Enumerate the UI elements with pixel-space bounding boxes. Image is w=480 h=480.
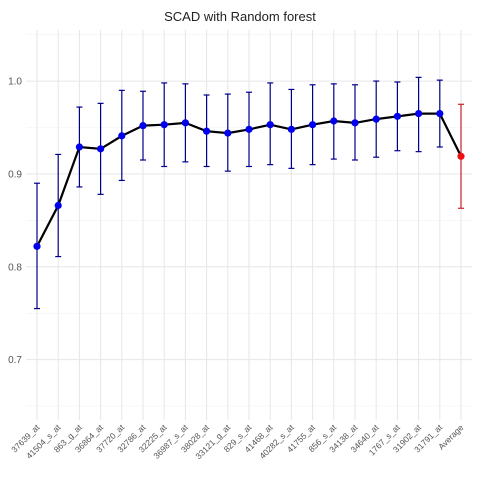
data-point (287, 125, 295, 133)
y-axis-ticks: 0.7 0.8 0.9 1.0 (8, 77, 22, 367)
data-point (54, 201, 62, 210)
y-tick-label: 1.0 (8, 77, 22, 88)
x-axis-ticks: 37639_at41504_s_at863_g_at36864_at37720_… (9, 422, 465, 461)
y-tick-label: 0.9 (8, 169, 22, 180)
data-point (160, 121, 168, 129)
data-point (372, 115, 380, 123)
data-point (33, 242, 41, 250)
data-point (330, 117, 338, 125)
data-point (203, 127, 211, 135)
grid-layer (26, 30, 472, 420)
data-point (309, 121, 317, 129)
chart-title: SCAD with Random forest (164, 9, 316, 24)
data-point (245, 125, 253, 133)
data-point (181, 119, 189, 127)
data-point (97, 145, 105, 153)
average-point (457, 152, 465, 160)
data-point (75, 143, 83, 151)
data-point (118, 132, 126, 140)
data-point (351, 119, 359, 127)
y-tick-label: 0.8 (8, 262, 22, 273)
data-point (139, 122, 147, 130)
data-point (415, 109, 423, 118)
y-tick-label: 0.7 (8, 355, 22, 366)
point-layer (33, 109, 465, 250)
data-point (224, 129, 232, 137)
data-point (436, 109, 444, 118)
data-point (393, 112, 401, 120)
data-point (266, 121, 274, 129)
